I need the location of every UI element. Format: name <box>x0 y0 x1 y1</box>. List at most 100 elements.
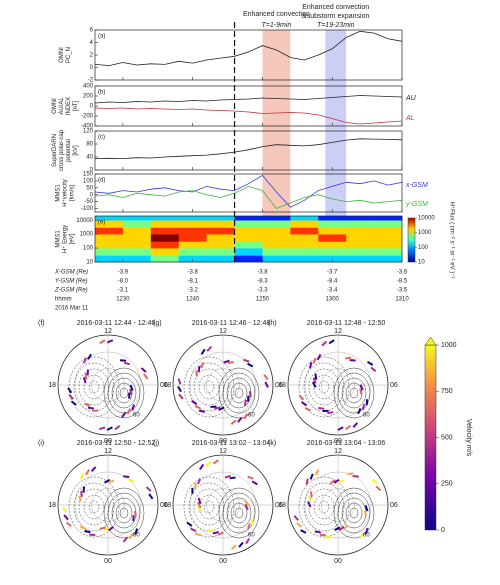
vector <box>193 482 197 489</box>
vector <box>82 486 86 493</box>
vector <box>263 374 269 381</box>
annotation: T=1-9min <box>262 22 292 29</box>
vector <box>99 339 106 345</box>
vector <box>345 424 352 431</box>
heatmap-cell <box>318 248 347 256</box>
mlt-label: 06 <box>275 502 283 509</box>
heatmap-cell <box>178 220 207 228</box>
vector <box>121 411 127 418</box>
vector <box>87 406 95 410</box>
contour <box>78 368 110 406</box>
ephemeris-value: -8.0 <box>118 279 129 285</box>
vector <box>352 475 359 478</box>
y-tick-label: 4 <box>90 40 94 46</box>
vector <box>194 532 202 537</box>
panel-frame <box>94 173 403 213</box>
vector <box>247 523 251 530</box>
y-tick-label: -50 <box>84 199 93 205</box>
y-axis-label: AU/AL <box>59 97 65 115</box>
contour <box>349 507 359 519</box>
y-axis-label: SuperDARN <box>52 134 58 167</box>
time-axis-name: hhmm <box>55 297 72 303</box>
contour <box>119 507 129 519</box>
contour <box>308 368 340 406</box>
heatmap-cell <box>318 227 347 235</box>
ephemeris-value: -3.4 <box>327 288 338 294</box>
lat-label: 60 <box>363 533 370 539</box>
vector <box>321 340 328 347</box>
heatmap-cell <box>234 234 263 242</box>
vector <box>218 406 225 411</box>
contour <box>188 482 230 532</box>
vector <box>230 419 237 425</box>
vector <box>244 499 250 506</box>
vector <box>205 460 212 467</box>
vector <box>196 501 202 509</box>
ephemeris-value: -8.1 <box>188 279 199 285</box>
annotation: Enhanced convection <box>243 11 310 18</box>
vector <box>230 544 237 550</box>
vector <box>298 394 305 401</box>
vector <box>68 393 74 400</box>
vector <box>314 373 318 380</box>
heatmap-cell <box>234 227 263 235</box>
heatmap-cell <box>206 227 235 235</box>
y-tick-label: 150 <box>83 172 94 178</box>
contour <box>222 492 256 534</box>
vector <box>190 527 197 532</box>
vector <box>352 422 359 429</box>
contour <box>183 356 235 418</box>
colorbar-tick-label: 500 <box>441 434 453 441</box>
mlt-label: 18 <box>48 382 56 389</box>
heatmap-cell <box>374 248 403 256</box>
mlt-label: 00 <box>334 438 342 445</box>
heatmap-cell <box>178 234 207 242</box>
y-tick-label: 0 <box>90 65 94 71</box>
y-tick-label: 200 <box>83 94 94 100</box>
contour <box>303 482 345 532</box>
y-axis-label: MMS1 <box>56 184 62 202</box>
vector <box>214 406 221 410</box>
contour <box>318 500 330 514</box>
contour <box>218 367 260 419</box>
vector <box>199 463 205 470</box>
colorbar-tick-label: 750 <box>441 388 453 395</box>
colorbar-tick-label: 100 <box>418 245 429 251</box>
mlt-label: 18 <box>278 382 286 389</box>
vector <box>243 399 248 407</box>
heatmap-cell <box>346 241 375 249</box>
x-tick-label: 1250 <box>256 297 270 303</box>
vector <box>106 426 113 431</box>
date-label: 2016 Mar 11 <box>55 306 89 312</box>
y-tick-label: 1000 <box>80 232 94 238</box>
vector <box>79 525 87 530</box>
vector <box>133 510 137 517</box>
y-tick-label: 40 <box>86 155 93 161</box>
heatmap-cell <box>95 255 124 263</box>
heatmap-cell <box>122 227 152 235</box>
vector <box>371 479 378 485</box>
contour <box>308 488 340 526</box>
vector <box>300 529 307 534</box>
vector <box>107 526 115 532</box>
heatmap-cell <box>318 216 347 221</box>
vector <box>128 532 134 540</box>
mlt-label: 12 <box>334 328 342 335</box>
y-tick-label: 10 <box>86 260 93 266</box>
vector <box>311 381 317 388</box>
mlt-label: 06 <box>390 502 398 509</box>
y-tick-label: 0 <box>90 192 94 198</box>
contour <box>298 476 350 538</box>
vector <box>223 359 230 364</box>
mlt-label: 18 <box>48 502 56 509</box>
panel-title: 2016-03-11 12:50 - 12:52 <box>77 440 156 447</box>
y-tick-label: 80 <box>86 142 93 148</box>
contour <box>234 507 244 519</box>
ephemeris-name: Y-GSM (Re) <box>55 279 88 285</box>
vector <box>212 459 219 465</box>
heatmap-cell <box>178 216 207 221</box>
contour <box>230 382 248 404</box>
heatmap-cell <box>374 216 403 221</box>
lat-label: 60 <box>363 413 370 419</box>
y-axis-label: cross polar-cap <box>59 129 65 171</box>
